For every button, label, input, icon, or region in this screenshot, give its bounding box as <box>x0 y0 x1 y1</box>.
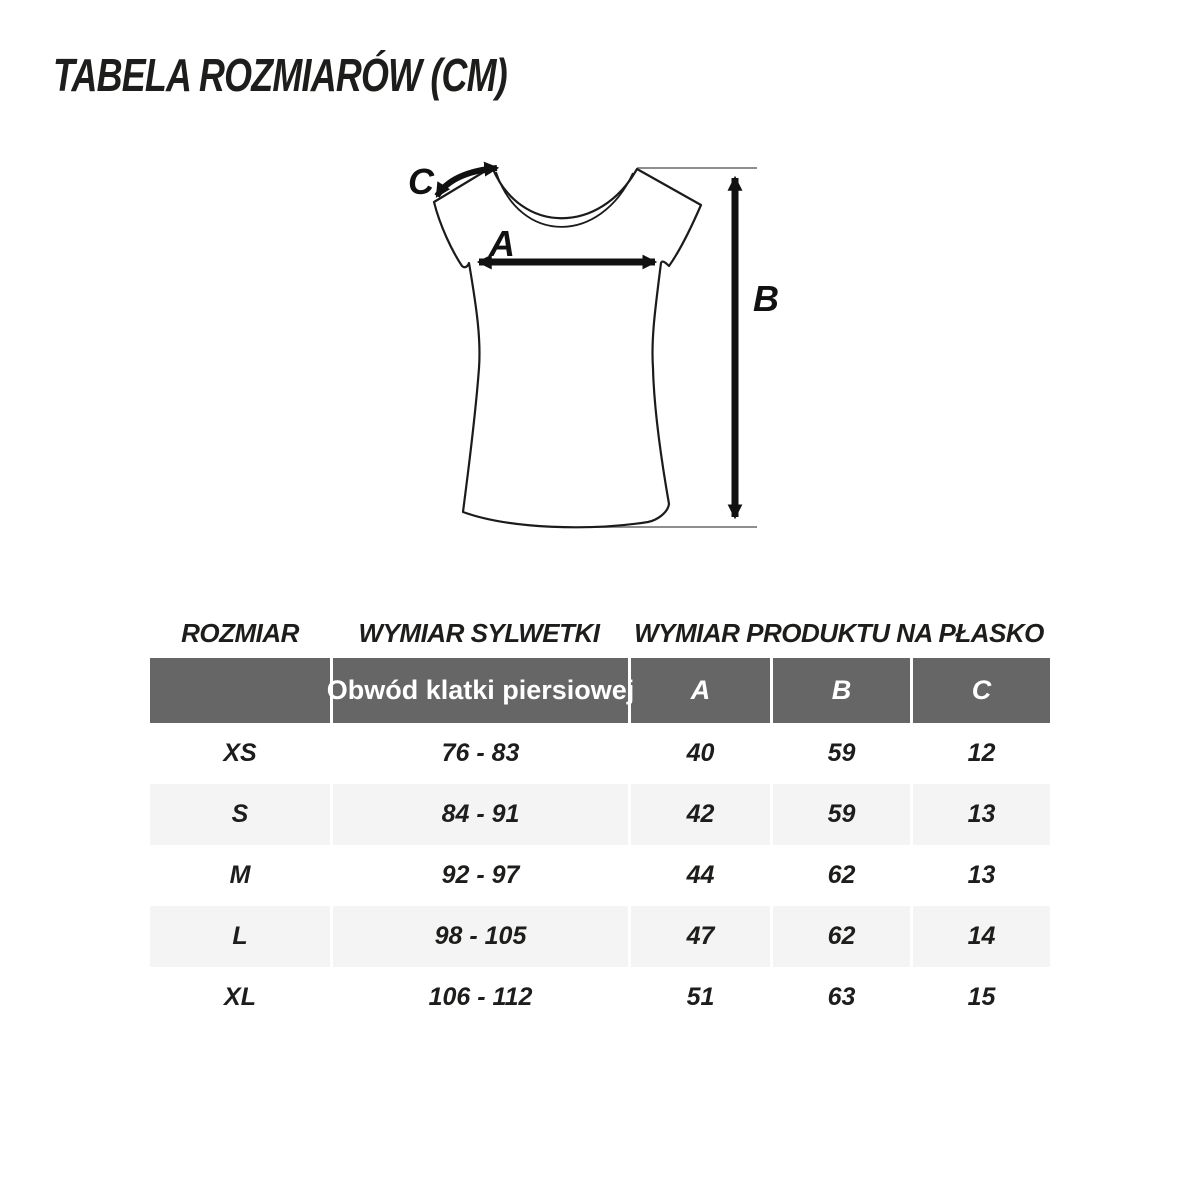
group-header-rozmiar: ROZMIAR <box>181 618 299 648</box>
c-cell: 14 <box>910 906 1050 967</box>
chest-cell: 92 - 97 <box>330 845 628 906</box>
size-cell: XS <box>223 739 257 767</box>
size-cell: M <box>229 861 251 889</box>
table-group-header-row: ROZMIAR WYMIAR SYLWETKI WYMIAR PRODUKTU … <box>150 608 1050 658</box>
group-header-wymiar-produktu: WYMIAR PRODUKTU NA PŁASKO <box>634 618 1044 648</box>
chest-cell: 98 - 105 <box>330 906 628 967</box>
table-row-xl: XL 106 - 112 51 63 15 <box>150 967 1050 1028</box>
label-a: A <box>488 223 515 264</box>
a-cell: 51 <box>628 967 770 1028</box>
chest-cell: 84 - 91 <box>330 784 628 845</box>
size-cell: L <box>232 922 248 950</box>
header-cell-chest: Obwód klatki piersiowej <box>327 658 634 723</box>
c-cell: 12 <box>910 723 1050 784</box>
a-cell: 40 <box>628 723 770 784</box>
a-cell: 42 <box>628 784 770 845</box>
dimension-c-arrow <box>434 161 500 198</box>
label-b: B <box>753 278 779 319</box>
header-cell-size <box>150 658 330 723</box>
size-table: ROZMIAR WYMIAR SYLWETKI WYMIAR PRODUKTU … <box>150 608 1050 1028</box>
table-row-s: S 84 - 91 42 59 13 <box>150 784 1050 845</box>
size-cell: XL <box>224 983 256 1011</box>
c-cell: 13 <box>910 845 1050 906</box>
header-cell-b: B <box>770 658 910 723</box>
header-cell-a: A <box>628 658 770 723</box>
group-header-wymiar-sylwetki: WYMIAR SYLWETKI <box>358 618 600 648</box>
page-title: TABELA ROZMIARÓW (CM) <box>53 49 508 101</box>
b-cell: 59 <box>770 723 910 784</box>
size-cell: S <box>231 800 249 828</box>
chest-cell: 106 - 112 <box>330 967 628 1028</box>
tshirt-outline <box>432 165 703 529</box>
b-cell: 62 <box>770 906 910 967</box>
b-cell: 63 <box>770 967 910 1028</box>
c-cell: 15 <box>910 967 1050 1028</box>
collar-band-line <box>495 171 634 228</box>
table-header-row: Obwód klatki piersiowej A B C <box>150 658 1050 723</box>
chest-cell: 76 - 83 <box>330 723 628 784</box>
table-row-m: M 92 - 97 44 62 13 <box>150 845 1050 906</box>
label-c: C <box>408 161 435 202</box>
header-cell-c: C <box>910 658 1050 723</box>
a-cell: 47 <box>628 906 770 967</box>
b-cell: 59 <box>770 784 910 845</box>
b-cell: 62 <box>770 845 910 906</box>
c-cell: 13 <box>910 784 1050 845</box>
table-row-xs: XS 76 - 83 40 59 12 <box>150 723 1050 784</box>
a-cell: 44 <box>628 845 770 906</box>
table-row-l: L 98 - 105 47 62 14 <box>150 906 1050 967</box>
